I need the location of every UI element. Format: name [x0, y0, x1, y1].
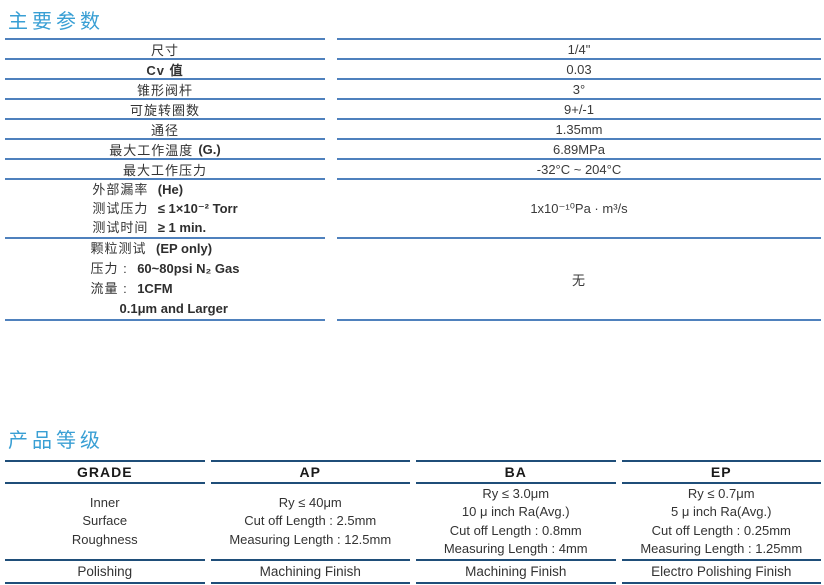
roughness-ap-spec: Ry ≤ 40μm Cut off Length : 2.5mm Measuri…: [229, 494, 392, 547]
table-top-rule: [5, 38, 821, 40]
leak-label: 外部漏率: [92, 182, 149, 197]
polishing-ap: Machining Finish: [210, 561, 410, 584]
leak-test-label-block: 外部漏率 (He) 测试压力 ≤ 1×10⁻² Torr 测试时间 ≥ 1 mi…: [92, 180, 237, 237]
particle-test-result: 无: [571, 272, 586, 288]
header-grade: GRADE: [5, 462, 205, 484]
table-row-leak-test: 外部漏率 (He) 测试压力 ≤ 1×10⁻² Torr 测试时间 ≥ 1 mi…: [5, 180, 821, 239]
param-value: 1/4": [567, 41, 591, 57]
header-ba: BA: [416, 462, 616, 484]
table-row: 通径 1.35mm: [5, 120, 821, 140]
param-label: 尺寸: [150, 42, 179, 58]
roughness-ba-spec: Ry ≤ 3.0μm 10 μ inch Ra(Avg.) Cut off Le…: [443, 485, 588, 557]
table-row: 最大工作温度 (G.) 6.89MPa: [5, 140, 821, 160]
param-label: 最大工作温度: [109, 142, 194, 158]
table-top-rule: [5, 460, 821, 462]
roughness-row: Inner Surface Roughness Ry ≤ 40μm Cut of…: [5, 484, 821, 561]
param-label: 通径: [150, 122, 179, 138]
particle-pressure-label: 压力 :: [90, 261, 128, 276]
particle-test-label: 颗粒测试: [90, 241, 147, 256]
main-params-title: 主要参数: [8, 9, 104, 33]
particle-test-label-block: 颗粒测试 (EP only) 压力 : 60~80psi N₂ Gas 流量 :…: [91, 239, 240, 319]
product-grade-title: 产品等级: [8, 428, 104, 452]
leak-time-value: ≥ 1 min.: [157, 220, 207, 235]
particle-test-suffix: (EP only): [155, 241, 213, 256]
particle-pressure-value: 60~80psi N₂ Gas: [137, 261, 240, 276]
table-row: 可旋转圈数 9+/-1: [5, 100, 821, 120]
table-row: 锥形阀杆 3°: [5, 80, 821, 100]
polishing-ep: Electro Polishing Finish: [621, 561, 821, 584]
leak-pressure-value: ≤ 1×10⁻² Torr: [157, 201, 238, 216]
main-params-table: 尺寸 1/4" Cv 值 0.03 锥形阀杆 3° 可旋转圈数 9+/-1 通径…: [5, 38, 821, 321]
table-row: 最大工作压力 -32°C ~ 204°C: [5, 160, 821, 180]
param-value: 6.89MPa: [552, 141, 606, 157]
rule-segment: [416, 460, 616, 462]
roughness-row-label: Inner Surface Roughness: [71, 494, 138, 547]
param-label: 最大工作压力: [122, 162, 207, 178]
param-value: -32°C ~ 204°C: [536, 161, 622, 177]
rule-segment: [5, 38, 325, 40]
rule-segment: [337, 38, 821, 40]
grade-header-row: GRADE AP BA EP: [5, 462, 821, 484]
param-value: 0.03: [566, 61, 592, 77]
rule-segment: [621, 460, 821, 462]
leak-label-suffix: (He): [157, 182, 184, 197]
leak-pressure-label: 测试压力: [92, 201, 149, 216]
param-value: 3°: [572, 81, 586, 97]
param-label-suffix: (G.): [198, 141, 221, 157]
leak-time-label: 测试时间: [92, 220, 149, 235]
header-ap: AP: [210, 462, 410, 484]
rule-segment: [210, 460, 410, 462]
particle-size-value: 0.1μm and Larger: [119, 301, 228, 316]
polishing-ba: Machining Finish: [416, 561, 616, 584]
product-grade-table: GRADE AP BA EP Inner Surface Roughness R…: [5, 460, 821, 584]
table-row: Cv 值 0.03: [5, 60, 821, 80]
polishing-row: Polishing Machining Finish Machining Fin…: [5, 561, 821, 584]
param-label: Cv 值: [146, 62, 184, 78]
particle-flow-label: 流量 :: [90, 281, 128, 296]
polishing-row-label: Polishing: [5, 561, 205, 584]
param-value: 9+/-1: [564, 101, 594, 117]
table-row: 尺寸 1/4": [5, 40, 821, 60]
param-label: 可旋转圈数: [129, 102, 200, 118]
param-value: 1.35mm: [555, 121, 603, 137]
table-row-particle-test: 颗粒测试 (EP only) 压力 : 60~80psi N₂ Gas 流量 :…: [5, 239, 821, 321]
param-label: 锥形阀杆: [136, 82, 193, 98]
rule-segment: [5, 460, 205, 462]
particle-flow-value: 1CFM: [137, 281, 173, 296]
leak-rate-value: 1x10⁻¹⁰Pa · m³/s: [530, 200, 628, 216]
roughness-ep-spec: Ry ≤ 0.7μm 5 μ inch Ra(Avg.) Cut off Len…: [640, 485, 803, 557]
header-ep: EP: [621, 462, 821, 484]
